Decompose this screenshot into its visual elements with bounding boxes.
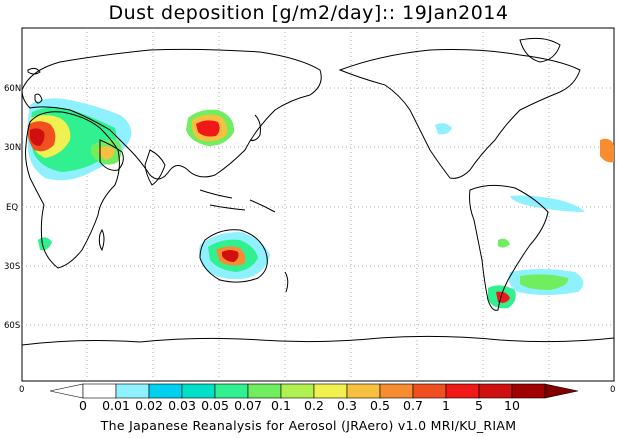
colorbar-swatch — [181, 383, 216, 399]
coast-india — [144, 149, 166, 186]
coastlines — [21, 37, 615, 346]
coast-indonesia — [199, 189, 276, 213]
colorbar-right-end-label: 0 — [610, 385, 615, 395]
coast-south-america — [469, 184, 549, 311]
colorbar-swatch — [148, 383, 183, 399]
colorbar-labels: 0 0.01 0.02 0.03 0.05 0.07 0.1 0.2 0.3 0.5 0.7 1 5 10 — [79, 398, 520, 413]
colorbar-swatch — [478, 383, 513, 399]
colorbar-label: 0 — [79, 398, 87, 413]
colorbar-swatch — [313, 383, 348, 399]
coast-australia — [199, 229, 268, 283]
lat-label: 30S — [4, 262, 20, 272]
colorbar-swatch — [511, 383, 546, 399]
map-frame — [21, 27, 615, 382]
coast-eurasia — [21, 48, 322, 180]
colorbar-swatch — [82, 383, 117, 399]
lat-label: EQ — [6, 203, 18, 213]
colorbar-swatch — [247, 383, 282, 399]
lat-label: 60N — [4, 84, 21, 94]
coast-iceland — [27, 67, 41, 75]
colorbar-label: 10 — [504, 398, 520, 413]
coast-uk — [34, 93, 43, 104]
lat-label: 30N — [4, 143, 21, 153]
footer-credit: The Japanese Reanalysis for Aerosol (JRA… — [100, 418, 517, 433]
colorbar-swatches — [49, 383, 579, 399]
colorbar-swatch — [214, 383, 249, 399]
coast-arabia — [99, 139, 124, 171]
colorbar-label: 0.7 — [403, 398, 423, 413]
coast-japan — [249, 114, 261, 141]
map-title: Dust deposition [g/m2/day]:: 19Jan2014 — [108, 2, 509, 24]
colorbar-label: 0.1 — [271, 398, 291, 413]
colorbar: 0 0 0 0.01 0.02 0.03 0.05 0.07 0.1 0.2 0.3 0.5 0.7… — [19, 383, 615, 413]
dust-deposition-field — [27, 98, 614, 309]
colorbar-swatch — [115, 383, 150, 399]
colorbar-label: 0.01 — [102, 398, 130, 413]
colorbar-swatch — [280, 383, 315, 399]
colorbar-label: 0.02 — [135, 398, 163, 413]
colorbar-left-end-label: 0 — [19, 385, 24, 395]
colorbar-label: 0.3 — [337, 398, 357, 413]
colorbar-swatch — [379, 383, 414, 399]
coast-madagascar — [98, 228, 105, 252]
colorbar-label: 0.5 — [370, 398, 390, 413]
colorbar-swatch — [445, 383, 480, 399]
coast-north-america — [338, 49, 581, 179]
coast-greenland — [519, 37, 561, 63]
lat-label: 60S — [4, 321, 20, 331]
colorbar-swatch — [346, 383, 381, 399]
colorbar-label: 0.2 — [304, 398, 324, 413]
coast-antarctica — [21, 335, 615, 346]
colorbar-swatch — [412, 383, 447, 399]
coast-africa — [25, 111, 120, 269]
colorbar-swatch — [49, 383, 84, 399]
coast-newzealand — [284, 271, 289, 293]
map-area: 60N 30N EQ 30S 60S — [4, 27, 615, 382]
colorbar-swatch — [544, 383, 579, 399]
colorbar-label: 0.05 — [201, 398, 229, 413]
latitude-labels: 60N 30N EQ 30S 60S — [4, 84, 21, 331]
colorbar-label: 5 — [475, 398, 483, 413]
colorbar-label: 0.07 — [234, 398, 262, 413]
colorbar-label: 0.03 — [168, 398, 196, 413]
colorbar-label: 1 — [442, 398, 450, 413]
